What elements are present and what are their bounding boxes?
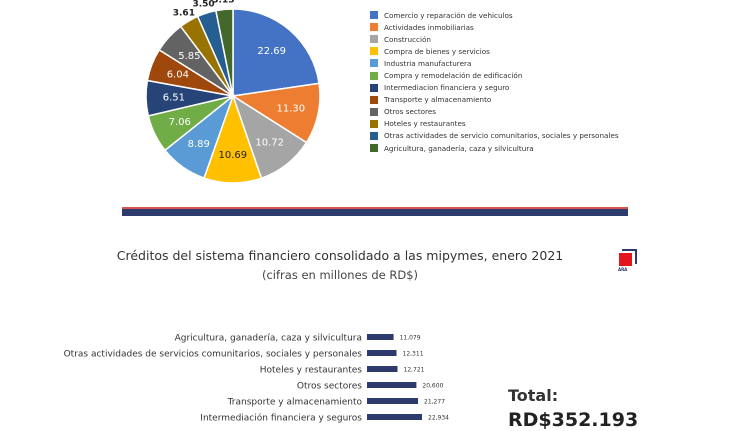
pie-data-label: 10.69: [218, 150, 247, 161]
bar-value-label: 22,934: [428, 415, 449, 422]
pie-data-label: 6.51: [163, 92, 185, 103]
pie-legend: Comercio y reparación de vehiculos Activi…: [370, 9, 619, 154]
pie-slice: [232, 8, 320, 97]
bar: [367, 350, 397, 356]
legend-label: Actividades inmobiliarias: [384, 22, 474, 32]
legend-item: Otras actividades de servicio comunitari…: [370, 130, 619, 142]
bar-category-label: Otras actividades de servicios comunitar…: [64, 350, 363, 360]
bar-category-label: Agricultura, ganadería, caza y silvicult…: [175, 334, 362, 344]
pie-data-label: 10.72: [255, 137, 284, 148]
legend-label: Compra de bienes y servicios: [384, 46, 490, 56]
pie-data-label: 8.89: [188, 139, 210, 150]
bar-value-label: 20,600: [422, 383, 443, 390]
legend-label: Transporte y almacenamiento: [384, 95, 492, 105]
logo-text: ARA: [618, 267, 628, 272]
bar-category-label: Transporte y almacenamiento: [227, 398, 363, 408]
legend-label: Hoteles y restaurantes: [384, 119, 466, 129]
bar: [367, 366, 398, 372]
legend-item: Construcción: [370, 33, 619, 45]
bar-category-label: Hoteles y restaurantes: [260, 366, 363, 376]
chart-title: Créditos del sistema financiero consolid…: [116, 248, 564, 263]
legend-item: Comercio y reparación de vehiculos: [370, 9, 619, 21]
bar: [367, 414, 422, 420]
legend-item: Hoteles y restaurantes: [370, 118, 619, 130]
ara-logo: ARA: [618, 248, 640, 272]
total-value: RD$352.193: [508, 409, 639, 431]
legend-label: Construcción: [384, 34, 431, 44]
legend-swatch: [370, 59, 378, 68]
bar: [367, 398, 419, 404]
legend-item: Transporte y almacenamiento: [370, 94, 619, 106]
legend-swatch: [370, 131, 378, 140]
pie-data-label: 22.69: [257, 46, 286, 57]
legend-swatch: [370, 83, 378, 92]
bar-value-label: 11,079: [400, 335, 421, 342]
legend-item: Industria manufacturera: [370, 57, 619, 69]
pie-data-label: 3.50: [192, 0, 214, 10]
total-label: Total:: [508, 386, 559, 405]
pie-slice: [215, 8, 234, 97]
legend-label: Compra y remodelación de edificación: [384, 71, 523, 81]
legend-item: Compra y remodelación de edificación: [370, 69, 619, 81]
bar-category-label: Otros sectores: [297, 382, 362, 392]
pie-chart: 22.69 11.30 10.72 10.69 8.89 7.06 6.51 6.04 5.85…: [145, 0, 321, 184]
bar-value-label: 12,721: [404, 367, 425, 374]
legend-swatch: [370, 35, 378, 44]
legend-swatch: [370, 71, 378, 80]
bar-category-label: Intermediación financiera y seguros: [200, 413, 362, 424]
legend-swatch: [370, 23, 378, 32]
legend-swatch: [370, 47, 378, 56]
legend-label: Otras actividades de servicio comunitari…: [384, 131, 619, 141]
legend-label: Intermediacion financiera y seguro: [384, 83, 510, 93]
legend-label: Comercio y reparación de vehiculos: [384, 10, 513, 20]
legend-item: Intermediacion financiera y seguro: [370, 82, 619, 94]
pie-data-label: 3.61: [173, 8, 195, 18]
legend-item: Compra de bienes y servicios: [370, 45, 619, 57]
bar: [367, 382, 417, 388]
legend-item: Actividades inmobiliarias: [370, 21, 619, 33]
pie-data-label: 5.85: [178, 51, 200, 62]
legend-item: Otros sectores: [370, 106, 619, 118]
legend-label: Agricultura, ganadería, caza y silvicult…: [384, 143, 534, 153]
legend-swatch: [370, 144, 378, 153]
divider-band: [122, 207, 628, 216]
legend-swatch: [370, 11, 378, 20]
chart-subtitle: (cifras en millones de RD$): [261, 268, 418, 282]
pie-data-label: 3.15: [212, 0, 234, 5]
pie-data-label: 6.04: [167, 70, 189, 81]
legend-item: Agricultura, ganadería, caza y silvicult…: [370, 142, 619, 154]
legend-swatch: [370, 95, 378, 104]
legend-label: Industria manufacturera: [384, 58, 472, 68]
pie-data-label: 11.30: [277, 103, 306, 114]
pie-data-label: 7.06: [169, 117, 191, 128]
bar-value-label: 12,311: [403, 351, 424, 358]
legend-swatch: [370, 107, 378, 116]
bar-value-label: 21,277: [424, 399, 445, 406]
legend-swatch: [370, 119, 378, 128]
legend-label: Otros sectores: [384, 107, 436, 117]
bar: [367, 334, 394, 340]
